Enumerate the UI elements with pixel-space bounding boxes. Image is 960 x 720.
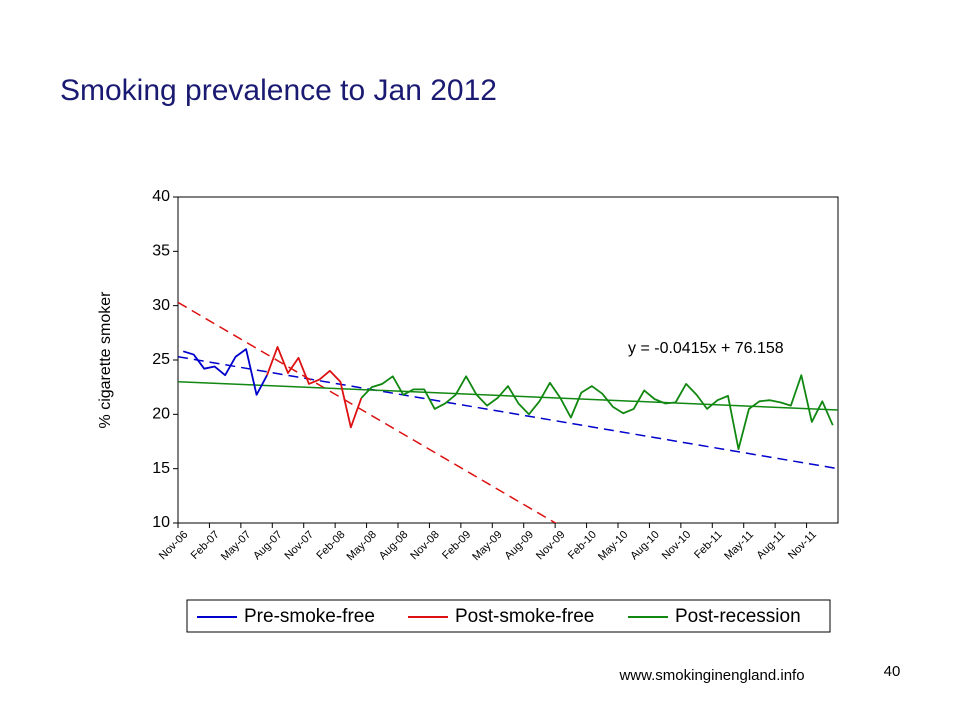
series-line bbox=[266, 346, 363, 429]
y-tick-label: 35 bbox=[152, 243, 170, 260]
y-tick-label: 10 bbox=[152, 514, 170, 531]
x-tick-label: Nov-06 bbox=[157, 529, 191, 563]
y-axis-label: % cigarette smoker bbox=[97, 291, 114, 429]
series-line bbox=[182, 348, 268, 396]
x-tick-label: May-09 bbox=[470, 529, 504, 563]
legend-label: Pre-smoke-free bbox=[244, 606, 375, 627]
x-tick-label: Feb-08 bbox=[314, 529, 347, 562]
series-line bbox=[360, 374, 834, 451]
y-tick-label: 30 bbox=[152, 297, 170, 314]
x-tick-label: Aug-08 bbox=[377, 529, 411, 563]
x-tick-label: Nov-10 bbox=[660, 529, 694, 563]
legend-box bbox=[186, 599, 831, 633]
x-tick-label: Nov-11 bbox=[786, 529, 819, 562]
y-tick-label: 20 bbox=[152, 406, 170, 423]
x-tick-label: Aug-11 bbox=[755, 529, 788, 562]
x-tick-label: Aug-09 bbox=[503, 529, 537, 563]
y-tick-label: 15 bbox=[152, 460, 170, 477]
x-tick-label: Feb-11 bbox=[692, 529, 725, 562]
source: www.smokinginengland.info bbox=[618, 667, 804, 684]
annotation: y = -0.0415x + 76.158 bbox=[628, 340, 784, 357]
x-tick-label: May-07 bbox=[219, 529, 253, 563]
x-tick-label: Nov-07 bbox=[283, 529, 317, 563]
legend-label: Post-smoke-free bbox=[455, 606, 594, 627]
plot-clip bbox=[178, 301, 838, 523]
x-tick-label: Nov-09 bbox=[534, 529, 568, 563]
page-number: 40 bbox=[884, 663, 901, 680]
x-tick-label: Feb-10 bbox=[566, 529, 599, 562]
trendline bbox=[178, 380, 838, 411]
x-tick-label: Aug-10 bbox=[628, 529, 662, 563]
x-tick-label: Feb-09 bbox=[440, 529, 473, 562]
x-tick-label: Nov-08 bbox=[408, 529, 442, 563]
x-tick-label: May-10 bbox=[596, 529, 630, 563]
x-tick-label: May-08 bbox=[345, 529, 379, 563]
trendline bbox=[178, 356, 838, 470]
chart-title: Smoking prevalence to Jan 2012 bbox=[60, 74, 497, 107]
y-tick-label: 25 bbox=[152, 351, 170, 368]
x-tick-label: Feb-07 bbox=[189, 529, 222, 562]
legend-label: Post-recession bbox=[675, 606, 801, 627]
y-tick-label: 40 bbox=[152, 188, 170, 205]
x-tick-label: May-11 bbox=[722, 529, 756, 563]
x-tick-label: Aug-07 bbox=[251, 529, 285, 563]
